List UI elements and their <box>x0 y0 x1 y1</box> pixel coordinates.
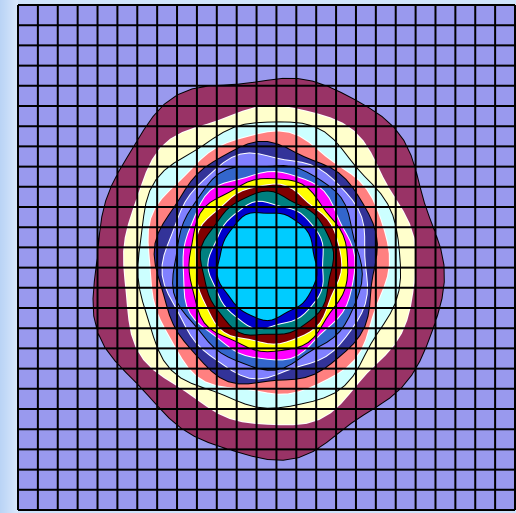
grid-lines <box>17 4 516 511</box>
